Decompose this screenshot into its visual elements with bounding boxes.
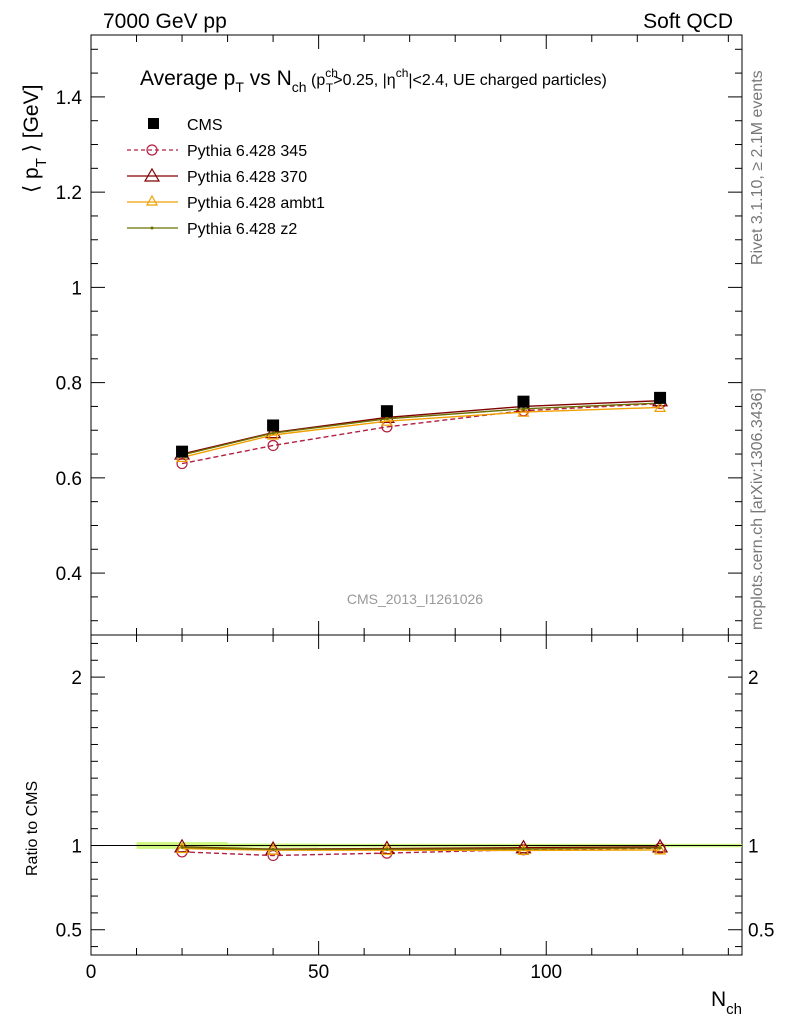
legend-marker-345 [146, 144, 158, 156]
header-left-label: 7000 GeV pp [103, 10, 227, 33]
legend-label: Pythia 6.428 345 [187, 143, 307, 160]
main-series-line [181, 402, 661, 456]
data-point-marker [654, 843, 667, 855]
main-series-line [181, 402, 661, 465]
data-point-marker [265, 424, 282, 439]
legend-marker-370 [143, 167, 161, 182]
main-cms-point [517, 395, 530, 408]
y-tick-label: 1.2 [56, 183, 82, 204]
x-axis-label: Nch [711, 988, 742, 1018]
header-right-label: Soft QCD [643, 10, 733, 33]
data-point-marker [385, 847, 389, 851]
data-point-marker [654, 401, 667, 412]
legend-label: Pythia 6.428 ambt1 [187, 195, 325, 212]
x-tick-labels: 0 50 100 [86, 962, 562, 983]
data-point-marker [515, 839, 532, 854]
ratio-y-tick-labels-left: 0.5 1 2 [56, 668, 82, 942]
legend: CMS Pythia 6.428 345 Pythia 6.428 370 Py… [127, 117, 325, 238]
ratio-y-axis-label: Ratio to CMS [24, 781, 41, 876]
data-point-marker [174, 838, 191, 853]
legend-marker-cms [148, 118, 159, 129]
main-series-group [174, 391, 669, 470]
rivet-version-label: Rivet 3.1.10, ≥ 2.1M events [749, 70, 766, 265]
x-tick-label: 50 [308, 962, 329, 983]
ratio-axis-ticks [90, 635, 742, 955]
analysis-id-label: CMS_2013_I1261026 [347, 591, 483, 607]
data-point-marker [521, 847, 525, 851]
data-point-marker [652, 838, 669, 853]
ratio-y-tick-label-right: 1 [748, 837, 759, 858]
main-cms-point [654, 391, 667, 404]
ratio-y-tick-label-right: 0.5 [748, 921, 774, 942]
y-tick-label: 0.6 [56, 469, 82, 490]
main-series-line [181, 400, 661, 455]
y-tick-label: 0.8 [56, 374, 82, 395]
y-axis-label: ⟨ pT ⟩ [GeV] [20, 85, 50, 193]
legend-marker-z2 [150, 226, 154, 230]
x-tick-label: 0 [86, 962, 97, 983]
y-tick-label: 1.4 [56, 88, 83, 109]
ratio-y-tick-label: 0.5 [56, 921, 82, 942]
main-axis-ticks [90, 35, 742, 635]
main-y-tick-labels: 0.4 0.6 0.8 1 1.2 1.4 [56, 88, 83, 585]
data-point-marker [380, 414, 393, 426]
ratio-y-tick-label-right: 2 [748, 668, 759, 689]
ratio-series-group [174, 838, 669, 862]
data-point-marker [517, 844, 530, 856]
data-point-marker [271, 847, 275, 851]
data-point-marker [658, 846, 662, 850]
chart-title: Average pT vs Nch (pch T>0.25, |ηch|<2.4,… [140, 66, 607, 95]
main-cms-point [267, 419, 280, 432]
ratio-y-tick-labels-right: 0.5 1 2 [748, 668, 774, 942]
main-series-line [181, 406, 661, 459]
mcplots-label: mcplots.cern.ch [arXiv:1306.3436] [749, 388, 766, 630]
ratio-panel-frame [90, 634, 743, 956]
data-point-marker [267, 428, 280, 440]
y-tick-label: 1 [71, 278, 82, 299]
legend-marker-ambt1 [145, 194, 159, 206]
ratio-y-tick-label: 2 [71, 668, 82, 689]
data-point-marker [180, 845, 184, 849]
legend-label: Pythia 6.428 z2 [187, 221, 297, 238]
data-point-marker [267, 439, 279, 452]
data-point-marker [378, 840, 395, 855]
legend-label: CMS [187, 117, 223, 134]
ratio-y-tick-label: 1 [71, 837, 82, 858]
data-point-marker [271, 431, 275, 435]
y-tick-label: 0.4 [56, 564, 83, 585]
data-point-marker [521, 407, 525, 411]
data-point-marker [517, 405, 530, 417]
x-tick-label: 100 [530, 962, 562, 983]
main-cms-point [380, 405, 393, 418]
main-cms-point [176, 445, 189, 458]
legend-label: Pythia 6.428 370 [187, 169, 307, 186]
data-point-marker [385, 417, 389, 421]
